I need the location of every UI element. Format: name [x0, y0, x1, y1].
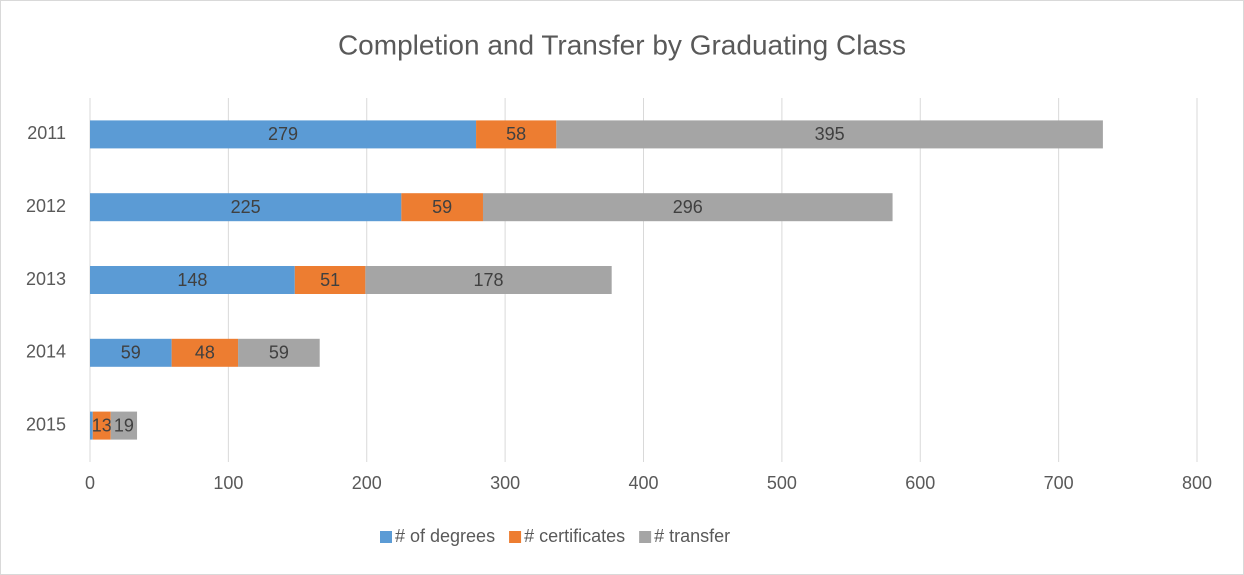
bar-segment — [482, 193, 893, 222]
bar-segment — [90, 120, 477, 149]
x-tick-label: 400 — [628, 473, 658, 493]
x-tick-label: 300 — [490, 473, 520, 493]
data-label: 148 — [177, 270, 207, 290]
bar-segment — [90, 411, 93, 440]
bar-segment — [90, 193, 402, 222]
bar-segment — [365, 266, 612, 294]
bar-segment — [401, 193, 483, 222]
legend-label: # of degrees — [395, 526, 495, 546]
chart-title: Completion and Transfer by Graduating Cl… — [338, 29, 906, 60]
y-tick-label: 2013 — [26, 269, 66, 289]
bar-segment — [238, 338, 320, 367]
data-label: 225 — [231, 197, 261, 217]
x-tick-label: 800 — [1182, 473, 1212, 493]
data-label: 279 — [268, 124, 298, 144]
x-tick-label: 600 — [905, 473, 935, 493]
legend-label: # certificates — [524, 526, 625, 546]
x-tick-label: 100 — [213, 473, 243, 493]
bar-segment — [90, 338, 172, 367]
x-tick-label: 500 — [767, 473, 797, 493]
data-label: 59 — [269, 343, 289, 363]
data-label: 48 — [195, 343, 215, 363]
bar-segment — [90, 266, 295, 294]
bar-segment — [92, 411, 111, 440]
legend-swatch — [639, 531, 652, 543]
x-tick-label: 700 — [1044, 473, 1074, 493]
bar-segment — [476, 120, 557, 149]
data-label: 296 — [673, 197, 703, 217]
bar-segment — [171, 338, 239, 367]
x-tick-label: 200 — [352, 473, 382, 493]
data-label: 178 — [473, 270, 503, 290]
bar-segment — [294, 266, 366, 294]
y-tick-label: 2012 — [26, 196, 66, 216]
y-tick-label: 2015 — [26, 414, 66, 434]
x-tick-label: 0 — [85, 473, 95, 493]
legend-swatch — [380, 531, 392, 543]
data-label: 395 — [815, 124, 845, 144]
y-tick-label: 2011 — [27, 123, 66, 143]
legend-swatch — [509, 531, 522, 543]
legend-label: # transfer — [654, 526, 730, 546]
data-label: 59 — [121, 343, 141, 363]
data-label: 13 — [92, 415, 112, 435]
bar-segment — [556, 120, 1103, 149]
data-label: 19 — [114, 415, 134, 435]
data-label: 58 — [506, 124, 526, 144]
data-label: 51 — [320, 270, 340, 290]
y-tick-label: 2014 — [26, 342, 66, 362]
bar-segment — [110, 411, 138, 440]
data-label: 59 — [432, 197, 452, 217]
